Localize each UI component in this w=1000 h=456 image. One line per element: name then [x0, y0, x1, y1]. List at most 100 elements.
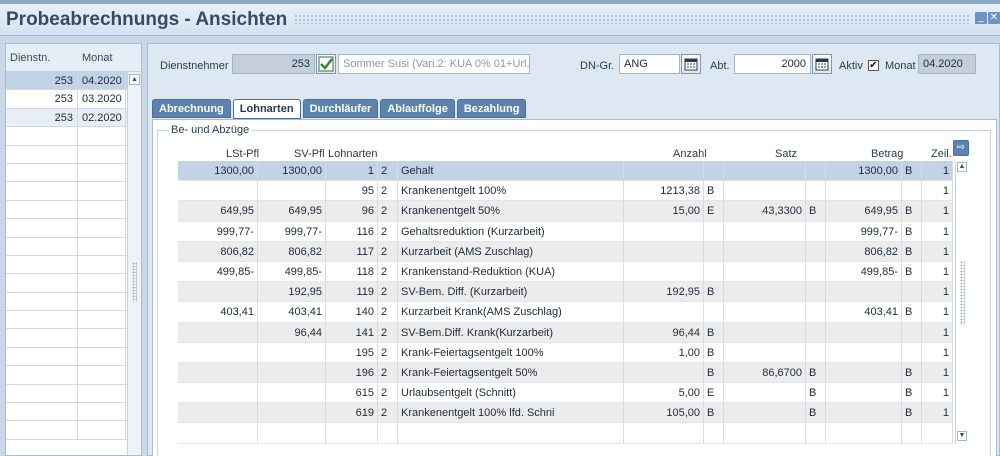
list-item[interactable]	[6, 366, 141, 385]
scroll-down-icon[interactable]: ▼	[957, 431, 967, 441]
table-row[interactable]: 615 2 Urlaubsentgelt (Schnitt) 5,00 E B B 1	[178, 383, 953, 404]
list-item[interactable]	[6, 347, 141, 367]
table-row[interactable]: 96,44 141 2 SV-Bem.Diff. Krank(Kurzarbeit) 9…	[178, 322, 953, 343]
grid-scrollbar[interactable]: ▲ ▼	[955, 161, 968, 444]
lohnart-name-cell: Gehaltsreduktion (Kurzarbeit)	[398, 221, 624, 242]
list-item[interactable]: 253 02.2020	[6, 108, 141, 128]
lohnart-number-cell: 116	[326, 221, 378, 242]
table-row[interactable]: 649,95 649,95 96 2 Krankenentgelt 50% 15,00 E 4…	[178, 201, 953, 222]
table-row[interactable]: 192,95 119 2 SV-Bem. Diff. (Kurzarbeit) 192,…	[178, 282, 953, 303]
sv-pfl-cell: 192,95	[258, 282, 326, 303]
table-row[interactable]: 619 2 Krankenentgelt 100% lfd. Schni 105,00…	[178, 403, 953, 424]
scroll-grip[interactable]	[132, 262, 137, 302]
sv-pfl-cell: 499,85-	[258, 261, 326, 282]
lohnart-name-cell	[398, 423, 624, 444]
satz-flag-cell	[806, 161, 826, 181]
monat-cell: 02.2020	[78, 108, 126, 127]
header-lohnarten[interactable]: Lohnarten	[328, 148, 378, 160]
tab-ablauffolge[interactable]: Ablauffolge	[380, 99, 455, 118]
lst-pfl-cell: 806,82	[178, 241, 258, 262]
lohnart-number-cell: 95	[326, 181, 378, 202]
lohnart-kind-cell: 2	[378, 342, 398, 363]
list-item[interactable]	[6, 421, 141, 440]
table-row[interactable]: 999,77- 999,77- 116 2 Gehaltsreduktion (Kurz…	[178, 221, 953, 242]
table-row[interactable]: 499,85- 499,85- 118 2 Krankenstand-Reduktion…	[178, 261, 953, 283]
list-item[interactable]: 253 03.2020	[6, 90, 141, 109]
monat-cell	[78, 292, 126, 311]
list-item[interactable]	[6, 329, 141, 348]
list-item[interactable]	[6, 182, 141, 201]
dngr-calendar-button[interactable]	[681, 54, 701, 74]
scroll-up-icon[interactable]: ▲	[957, 162, 967, 172]
list-item[interactable]	[6, 255, 141, 275]
abt-field[interactable]: 2000	[734, 54, 811, 74]
table-row[interactable]: 195 2 Krank-Feiertagsentgelt 100% 1,00 B 1	[178, 342, 953, 363]
monat-cell	[78, 127, 126, 145]
header-sv-pfl[interactable]: SV-Pfl	[294, 148, 325, 160]
detail-panel: Dienstnehmer 253 Sommer Susi (Vari.2: KU…	[147, 43, 1000, 456]
header-betrag[interactable]: Betrag	[871, 148, 904, 160]
tab-abrechnung[interactable]: Abrechnung	[152, 99, 231, 118]
satz-flag-cell	[806, 282, 826, 303]
lst-pfl-cell: 499,85-	[178, 261, 258, 282]
list-item[interactable]	[6, 163, 141, 183]
column-header-dienstnehmer[interactable]: Dienstn.	[10, 51, 51, 64]
list-item[interactable]	[6, 403, 141, 422]
anzahl-cell	[624, 261, 704, 282]
table-row[interactable]: 95 2 Krankenentgelt 100% 1213,38 B 1	[178, 181, 953, 202]
list-item[interactable]	[6, 145, 141, 164]
dienstnehmer-label: Dienstnehmer	[160, 60, 229, 72]
list-item[interactable]	[6, 127, 141, 146]
header-lst-pfl[interactable]: LSt-Pfl	[226, 148, 260, 160]
anzahl-cell	[624, 221, 704, 242]
check-lookup-button[interactable]	[316, 54, 336, 74]
header-anzahl[interactable]: Anzahl	[673, 148, 707, 160]
satz-cell	[724, 161, 806, 181]
tab-lohnarten[interactable]: Lohnarten	[232, 99, 301, 119]
table-row[interactable]: 806,82 806,82 117 2 Kurzarbeit (AMS Zuschlag…	[178, 241, 953, 262]
satz-cell: 86,6700	[724, 362, 806, 383]
list-item[interactable]	[6, 219, 141, 238]
abt-calendar-button[interactable]	[812, 54, 832, 74]
satz-cell	[724, 261, 806, 282]
aktiv-checkbox[interactable]: ✔	[868, 60, 879, 71]
monat-field[interactable]: 04.2020	[918, 54, 976, 74]
list-item[interactable]	[6, 384, 141, 404]
dienstnehmer-cell	[6, 182, 78, 200]
tab-durchlaeufer[interactable]: Durchläufer	[302, 99, 379, 118]
sv-pfl-cell	[258, 342, 326, 363]
tab-bezahlung[interactable]: Bezahlung	[456, 99, 527, 118]
header-satz[interactable]: Satz	[775, 148, 798, 160]
window-title: Probeabrechnungs - Ansichten	[6, 9, 288, 30]
satz-flag-cell	[806, 322, 826, 343]
betrag-cell: 999,77-	[826, 221, 902, 242]
list-item[interactable]: 253 04.2020	[6, 72, 141, 91]
anzahl-flag-cell	[704, 241, 724, 262]
list-item[interactable]	[6, 311, 141, 330]
list-item[interactable]	[6, 200, 141, 220]
scroll-up-icon[interactable]: ▲	[129, 74, 140, 85]
close-button[interactable]: ✕	[988, 12, 1000, 24]
top-strip	[0, 0, 1000, 4]
header-zeil[interactable]: Zeil.	[931, 148, 952, 160]
minimize-button[interactable]: _	[975, 12, 987, 24]
anzahl-cell	[624, 161, 704, 181]
lohnart-name-cell: Krank-Feiertagsentgelt 100%	[398, 342, 624, 363]
dienstnehmer-number-field[interactable]: 253	[232, 54, 315, 74]
table-row[interactable]: 196 2 Krank-Feiertagsentgelt 50% B 86,6700 B B…	[178, 362, 953, 384]
table-row[interactable]: 403,41 403,41 140 2 Kurzarbeit Krank(AMS Zus…	[178, 302, 953, 323]
betrag-flag-cell	[902, 423, 922, 444]
table-row[interactable]	[178, 423, 953, 444]
column-header-monat[interactable]: Monat	[82, 51, 113, 64]
dngr-field[interactable]: ANG	[619, 54, 680, 74]
list-scrollbar[interactable]: ▲	[127, 72, 141, 455]
dienstnehmer-name-field[interactable]: Sommer Susi (Vari.2: KUA 0% 01+Url.)	[338, 54, 530, 74]
scroll-grip[interactable]	[960, 261, 965, 325]
zeil-cell: 1	[922, 161, 953, 181]
list-item[interactable]	[6, 292, 141, 312]
list-item[interactable]	[6, 237, 141, 256]
sv-pfl-cell	[258, 423, 326, 444]
list-item[interactable]	[6, 274, 141, 293]
table-row[interactable]: 1300,00 1300,00 1 2 Gehalt 1300,00 B 1	[178, 161, 953, 182]
export-button[interactable]: ⇨	[953, 140, 969, 156]
